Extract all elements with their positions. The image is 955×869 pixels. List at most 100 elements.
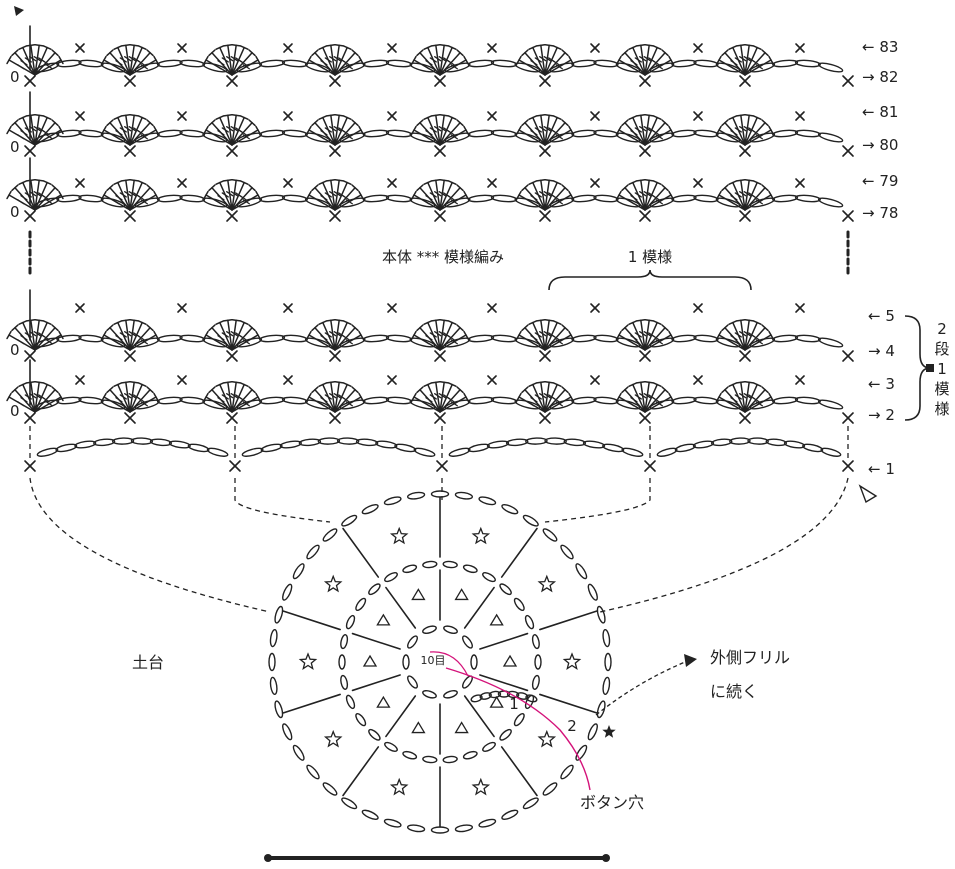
double-crochet-top — [628, 180, 638, 185]
double-crochet — [219, 46, 233, 76]
single-crochet — [75, 43, 85, 53]
double-crochet — [439, 44, 445, 76]
double-crochet — [219, 383, 233, 413]
double-crochet-bar — [33, 393, 41, 399]
double-crochet-top — [752, 320, 762, 325]
chain-stitch — [525, 437, 548, 445]
double-crochet-top — [544, 43, 554, 47]
double-crochet — [117, 383, 131, 413]
double-crochet-top — [652, 180, 662, 185]
double-crochet-bar — [539, 191, 547, 197]
double-crochet-bar — [33, 126, 41, 132]
double-crochet — [22, 181, 36, 211]
double-crochet-top — [239, 180, 249, 185]
chain-stitch — [430, 490, 450, 498]
double-crochet-top — [342, 45, 352, 50]
double-crochet-top — [351, 49, 359, 57]
double-crochet — [330, 179, 336, 211]
double-crochet-bar — [214, 134, 222, 140]
row-label-3: ← 3 — [868, 375, 895, 393]
double-crochet — [439, 59, 467, 76]
double-crochet-bar — [425, 60, 433, 66]
double-crochet-bar — [429, 394, 437, 400]
chain-stitch — [715, 62, 741, 73]
double-crochet-bar — [734, 127, 742, 133]
double-crochet-top — [544, 380, 554, 384]
repeat-rows-label-0: 2 — [937, 320, 947, 338]
chain-zero: 0 — [10, 402, 20, 420]
double-crochet-top — [208, 386, 216, 394]
chain-stitch — [444, 132, 471, 143]
double-crochet — [334, 186, 356, 211]
stitch-layer: 0 0 0 0 0 — [6, 6, 878, 862]
double-crochet-bar — [543, 56, 551, 62]
double-crochet-bar — [727, 199, 735, 205]
chain-stitch — [501, 504, 519, 515]
chain-stitch — [615, 399, 641, 410]
double-crochet-top — [616, 125, 622, 135]
double-crochet — [231, 181, 245, 211]
chain-stitch — [339, 337, 366, 348]
chain-stitch — [783, 440, 806, 449]
double-crochet-bar — [627, 134, 635, 140]
double-crochet-bar — [552, 195, 560, 201]
double-crochet-bar — [112, 401, 120, 407]
double-crochet — [544, 46, 558, 76]
chain-stitch — [259, 129, 286, 138]
double-crochet — [744, 46, 758, 76]
single-crochet — [75, 178, 85, 188]
double-crochet — [129, 326, 151, 351]
row-label-5: ← 5 — [868, 307, 895, 325]
double-crochet-top — [768, 190, 774, 200]
chain-stitch — [467, 59, 495, 68]
double-crochet-top — [42, 382, 52, 387]
double-crochet — [644, 179, 650, 211]
chain-stitch — [336, 437, 360, 445]
single-crochet — [177, 178, 187, 188]
double-crochet-top — [223, 178, 233, 182]
spoke-outer — [282, 693, 341, 714]
double-crochet-top — [736, 43, 746, 47]
double-crochet-top — [463, 330, 469, 340]
double-crochet-top — [736, 113, 746, 117]
single-crochet — [283, 111, 293, 121]
double-crochet — [740, 44, 746, 76]
star-stitch — [471, 526, 491, 545]
double-crochet-bar — [730, 195, 738, 201]
double-crochet-bar — [743, 331, 751, 337]
chain-stitch — [710, 438, 733, 447]
chain-stitch — [341, 514, 358, 527]
double-crochet — [125, 44, 131, 76]
double-crochet-bar — [734, 394, 742, 400]
double-crochet — [129, 44, 135, 76]
double-crochet — [439, 319, 445, 351]
chain-stitch — [467, 129, 495, 138]
double-crochet-bar — [320, 397, 328, 403]
double-crochet — [540, 381, 546, 413]
triangle-stitch — [489, 695, 504, 708]
double-crochet — [744, 396, 772, 413]
chain-stitch — [281, 59, 308, 68]
chain-stitch — [693, 194, 719, 203]
double-crochet — [34, 46, 48, 76]
single-crochet — [329, 75, 341, 87]
double-crochet-bar — [639, 56, 647, 62]
double-crochet-bar — [324, 192, 332, 198]
double-crochet-top — [146, 386, 154, 394]
double-crochet-top — [447, 382, 457, 387]
double-crochet-bar — [217, 130, 225, 136]
single-crochet — [75, 111, 85, 121]
double-crochet-bar — [739, 331, 747, 337]
double-crochet — [544, 44, 550, 76]
double-crochet-top — [552, 115, 562, 120]
double-crochet — [219, 116, 233, 146]
chain-stitch — [100, 337, 126, 348]
chain-stitch — [514, 132, 541, 143]
double-crochet-top — [521, 386, 529, 394]
chain-stitch — [409, 337, 436, 348]
double-crochet — [129, 121, 151, 146]
double-crochet-top — [18, 382, 28, 387]
double-crochet-top — [137, 180, 147, 185]
chain-stitch — [571, 396, 597, 405]
double-crochet-top — [255, 190, 261, 200]
